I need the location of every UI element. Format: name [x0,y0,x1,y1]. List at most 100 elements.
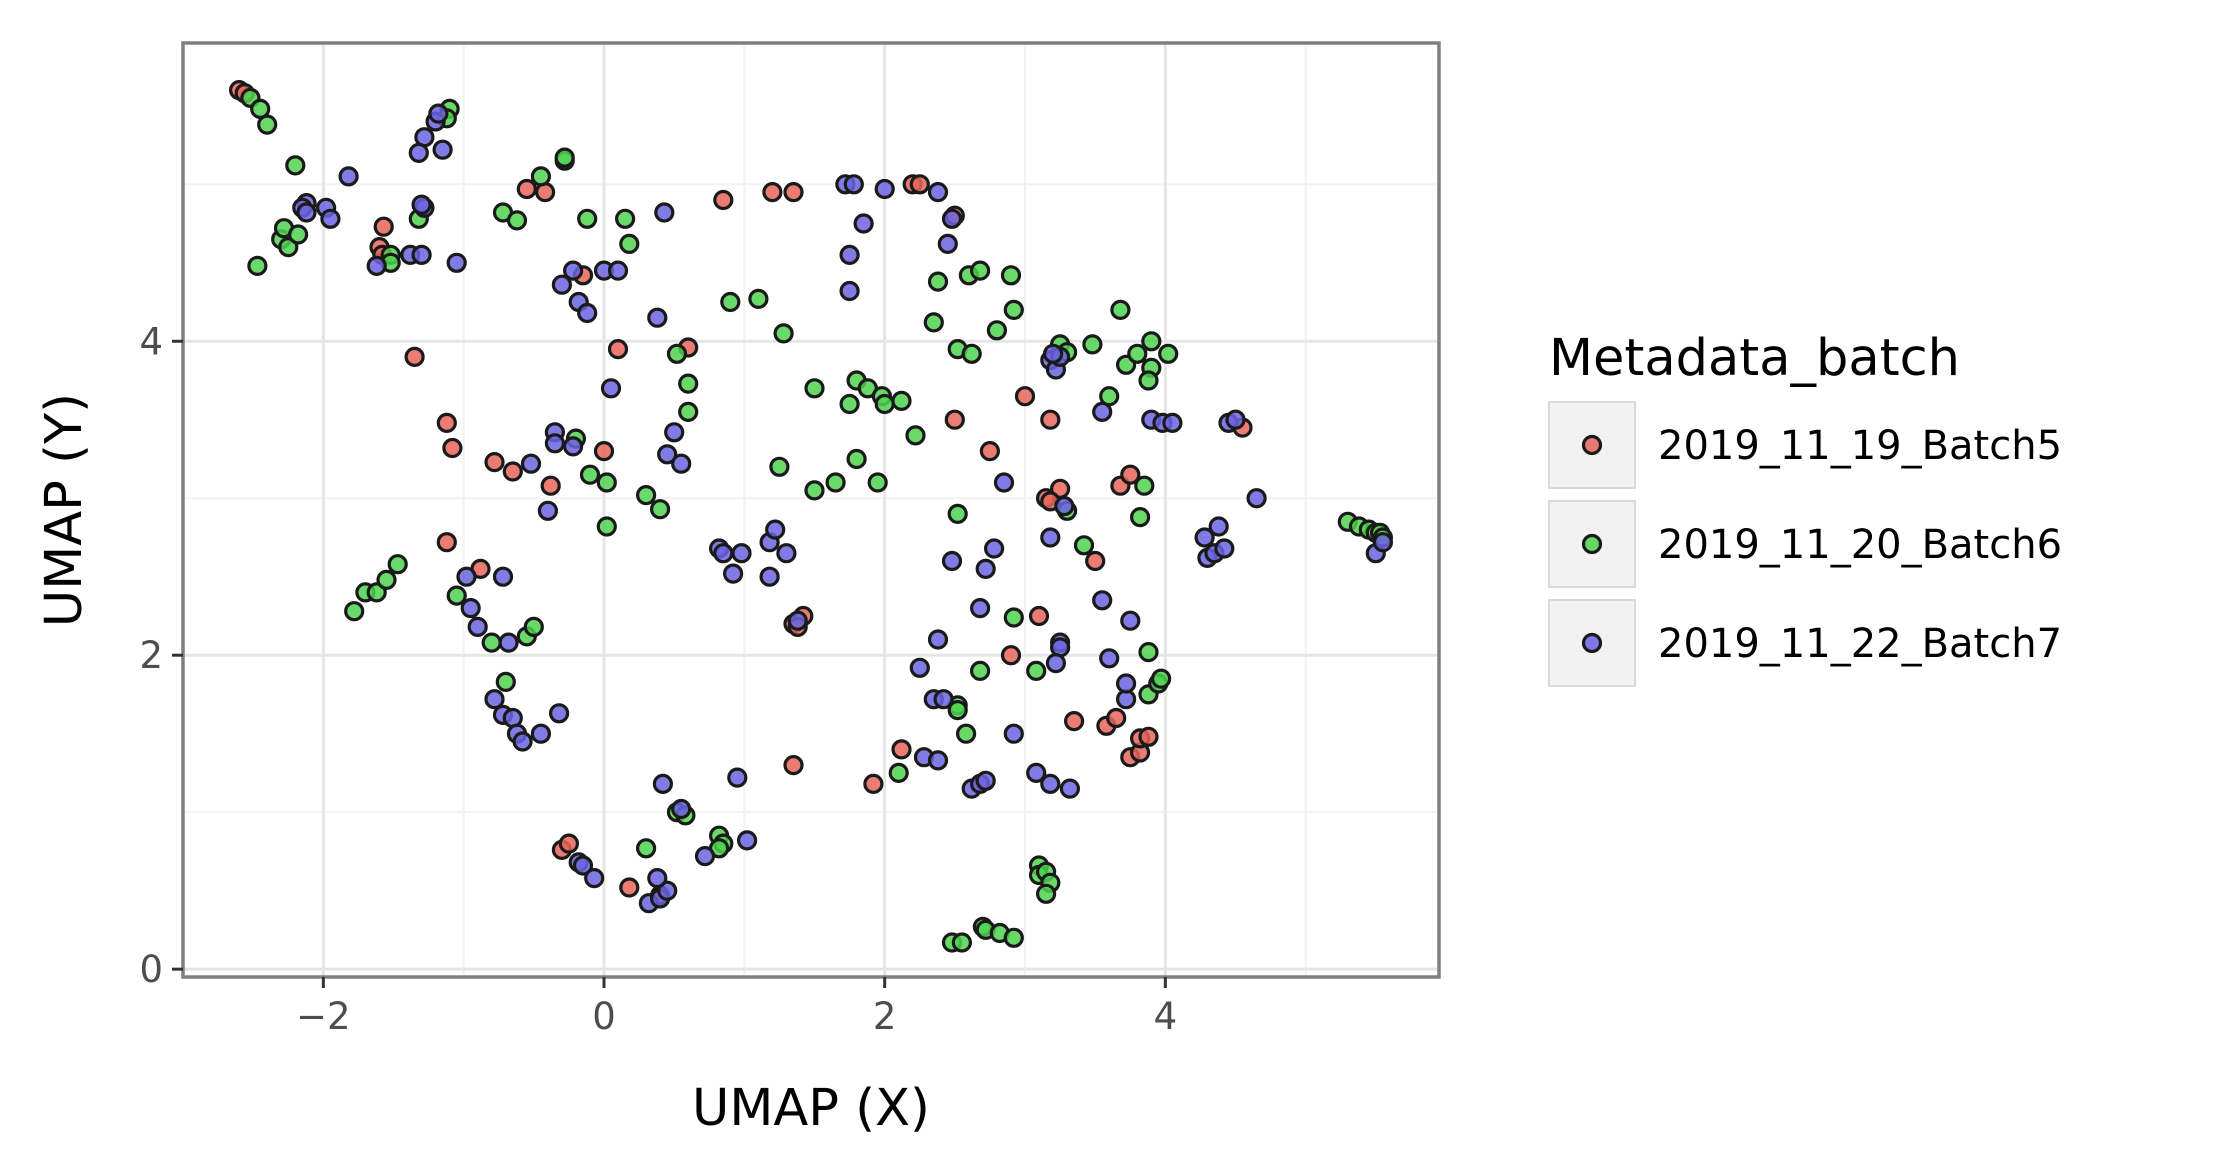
data-point [1246,488,1267,509]
legend-key-point [1581,533,1603,555]
data-point [1085,550,1106,572]
data-point [614,208,636,229]
data-point [1110,299,1131,320]
data-point [787,610,808,631]
data-point [579,464,601,485]
data-point [1127,343,1148,364]
data-point [909,657,930,678]
data-point [748,288,769,309]
data-point [804,378,825,399]
data-point [839,393,860,415]
data-point [1092,401,1113,422]
data-point [1082,334,1103,355]
data-point [776,543,797,564]
y-tick-label: 4 [139,320,163,363]
x-tick-label: 2 [873,995,897,1038]
data-point [874,178,895,200]
data-point [285,155,306,176]
data-point [537,500,559,521]
data-point [694,845,716,867]
data-point [955,723,977,744]
data-point [843,174,864,195]
data-point [1115,673,1137,694]
data-point [1158,343,1179,364]
data-point [1003,299,1024,320]
data-point [1194,527,1215,548]
data-point [839,280,860,302]
data-point [320,208,341,229]
data-point [927,271,949,292]
data-point [484,452,505,473]
data-point [804,480,825,501]
legend-item: 2019_11_20_Batch6 [1548,500,2062,588]
data-point [722,563,744,584]
data-point [1026,660,1047,682]
data-point [411,244,432,265]
y-axis-ticks: 0 2 4 [139,320,183,991]
data-point [678,401,699,422]
data-point [647,867,668,889]
data-point [446,585,467,606]
data-point [456,566,477,587]
data-point [338,166,359,187]
data-point [1150,668,1172,689]
data-point [927,629,949,650]
data-point [941,208,963,229]
data-point [947,503,968,525]
data-point [1000,645,1022,666]
data-point [373,216,394,237]
y-tick-label: 0 [139,948,163,991]
data-point [993,472,1015,493]
data-point [1003,607,1024,628]
data-point [516,178,537,200]
plot-panel [183,43,1439,977]
data-point [562,436,584,457]
data-point [530,723,552,744]
data-point [975,770,996,791]
data-point [1120,464,1141,485]
data-point [1054,496,1075,517]
plot-border [181,41,1441,979]
data-point [1063,710,1085,732]
y-tick-label: 2 [139,634,163,677]
legend-title: Metadata_batch [1549,329,1960,388]
data-point [1092,590,1113,611]
data-point [773,323,794,344]
data-point [1225,409,1246,430]
data-point [577,208,598,229]
data-point [941,550,963,572]
series-2019_11_20_Batch6 [240,87,1394,953]
data-point [554,147,575,168]
data-point [495,671,516,693]
data-point [540,475,561,496]
data-point [1129,506,1151,528]
data-point [577,302,598,324]
data-point [839,244,860,265]
data-point [909,174,930,195]
data-point [1040,527,1061,548]
data-point [1106,707,1127,729]
legend-label: 2019_11_20_Batch6 [1658,522,2062,568]
data-point [596,472,617,493]
series-2019_11_22_Batch7 [292,103,1394,914]
x-axis-ticks: −2 0 2 4 [296,977,1177,1038]
data-point [853,213,874,234]
y-axis-title: UMAP (Y) [35,393,94,627]
data-point [678,373,699,394]
data-point [986,320,1008,341]
data-point [874,393,895,415]
data-point [937,233,958,254]
data-point [979,441,1001,462]
data-point [1372,532,1394,553]
data-point [969,260,991,281]
data-point [933,689,954,710]
data-point [1003,927,1024,948]
data-point [411,194,432,215]
data-point [1214,538,1235,559]
data-point [983,538,1005,559]
data-point [647,307,668,328]
data-point [404,346,425,367]
data-point [1003,723,1024,744]
data-point [481,632,502,653]
